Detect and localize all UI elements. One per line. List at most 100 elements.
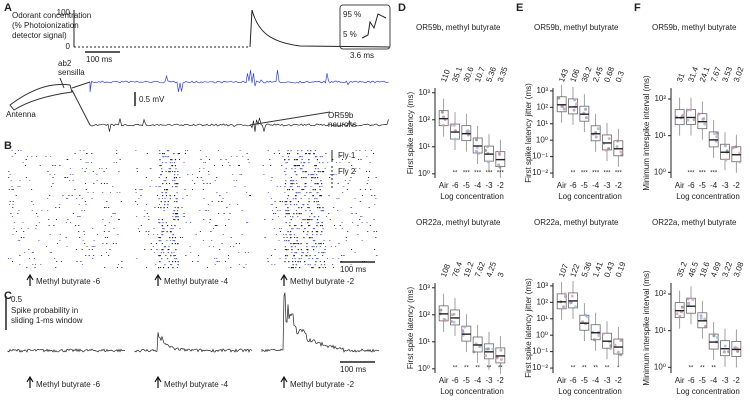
- raster-dot: [241, 234, 243, 235]
- raster-dot: [297, 186, 299, 188]
- raster-dot: [10, 258, 12, 259]
- raster-dot: [219, 195, 221, 196]
- raster-dot: [297, 192, 299, 194]
- raster-dot: [292, 198, 294, 200]
- x-tick-label: Air: [557, 376, 567, 385]
- raster-dot: [366, 171, 368, 172]
- raster-dot: [68, 180, 70, 181]
- raster-dot: [316, 159, 318, 161]
- raster-dot: [289, 186, 291, 188]
- raster-dot: [335, 162, 337, 163]
- raster-dot: [138, 228, 140, 229]
- raster-dot: [171, 225, 173, 226]
- raster-dot: [173, 174, 176, 176]
- raster-dot: [310, 192, 312, 193]
- raster-dot: [237, 165, 239, 166]
- raster-dot: [285, 234, 287, 236]
- ylabel: Spike probability in: [11, 306, 78, 315]
- x-tick-label: -4: [592, 376, 600, 385]
- raster-dot: [23, 231, 25, 232]
- raster-dot: [214, 225, 216, 226]
- raster-dot: [370, 189, 372, 190]
- y-tick-label: 10⁰: [536, 330, 548, 339]
- raster-dot: [27, 228, 29, 229]
- raster-dot: [359, 168, 361, 169]
- raster-dot: [227, 255, 229, 256]
- raster-dot: [76, 198, 78, 199]
- raster-dot: [290, 234, 292, 236]
- label: neurons: [328, 120, 357, 129]
- x-tick-label: Air: [675, 181, 685, 190]
- raster-dot: [305, 153, 307, 154]
- raster-dot: [347, 231, 349, 232]
- raster-dot: [303, 189, 305, 190]
- raster-dot: [12, 204, 14, 205]
- raster-dot: [173, 177, 176, 179]
- raster-dot: [274, 264, 276, 265]
- significance: ***: [710, 171, 718, 177]
- raster-dot: [72, 174, 74, 175]
- label: Antenna: [6, 110, 36, 119]
- y-tick-label: 10⁰: [654, 167, 666, 176]
- raster-dot: [267, 261, 269, 262]
- raster-dot: [304, 153, 307, 155]
- x-axis-label: Log concentration: [558, 192, 622, 201]
- raster-dot: [306, 192, 308, 194]
- raster-dot: [172, 216, 174, 217]
- raster-dot: [25, 159, 27, 160]
- raster-dot: [320, 195, 323, 197]
- raster-dot: [308, 153, 310, 155]
- y-axis-label: First spike latency (ms): [406, 92, 415, 175]
- raster-dot: [264, 219, 266, 220]
- raster-dot: [78, 216, 80, 217]
- raster-dot: [295, 210, 297, 211]
- raster-dot: [355, 168, 357, 169]
- raster-dot: [208, 246, 210, 247]
- raster-dot: [62, 195, 64, 196]
- raster-dot: [368, 177, 370, 178]
- raster-dot: [313, 240, 315, 242]
- raster-dot: [216, 177, 218, 178]
- raster-dot: [337, 210, 339, 211]
- raster-dot: [158, 267, 160, 269]
- point: [722, 350, 726, 354]
- raster-dot: [115, 162, 117, 163]
- raster-dot: [302, 171, 304, 173]
- raster-dot: [310, 180, 313, 182]
- raster-dot: [199, 150, 201, 151]
- raster-dot: [161, 198, 163, 199]
- raster-dot: [285, 249, 288, 251]
- raster-dot: [323, 261, 326, 263]
- raster-dot: [354, 198, 356, 199]
- raster-dot: [17, 150, 19, 151]
- raster-dot: [373, 153, 375, 154]
- raster-dot: [321, 186, 323, 187]
- raster-dot: [298, 186, 300, 188]
- raster-dot: [81, 168, 83, 169]
- raster-dot: [320, 195, 322, 196]
- x-tick-label: -2: [733, 181, 741, 190]
- raster-dot: [84, 183, 86, 184]
- point: [715, 131, 719, 135]
- raster-dot: [144, 210, 146, 211]
- raster-dot: [174, 225, 176, 227]
- raster-dot: [41, 210, 43, 211]
- raster-dot: [74, 153, 76, 154]
- raster-dot: [163, 180, 165, 182]
- raster-dot: [173, 219, 175, 220]
- raster-dot: [195, 234, 197, 235]
- raster-dot: [164, 198, 166, 199]
- raster-dot: [182, 216, 184, 217]
- raster-dot: [329, 219, 331, 220]
- raster-dot: [8, 177, 10, 178]
- point: [486, 347, 490, 351]
- raster-dot: [166, 156, 168, 158]
- raster-dot: [327, 162, 329, 163]
- raster-dot: [300, 162, 302, 164]
- raster-dot: [112, 243, 114, 244]
- point: [691, 297, 695, 301]
- raster-dot: [161, 219, 163, 221]
- y-tick-label: 10¹: [654, 326, 666, 335]
- raster-dot: [318, 204, 320, 205]
- raster-dot: [54, 174, 56, 175]
